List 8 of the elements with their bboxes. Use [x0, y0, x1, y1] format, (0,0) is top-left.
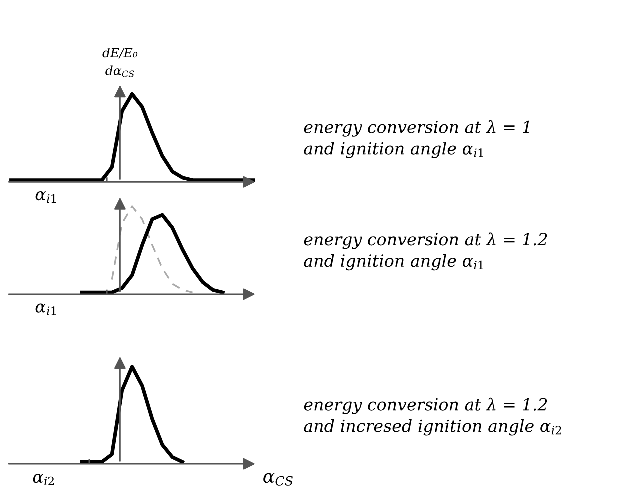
- text: α$_{i1}$: [36, 304, 56, 316]
- text: energy conversion at λ = 1.2 and ignition angle α$_{i1}$: [304, 232, 548, 271]
- text: energy conversion at λ = 1.2 and incresed ignition angle α$_{i2}$: [304, 398, 562, 436]
- text: α$_{i2}$: [33, 474, 54, 486]
- text: energy conversion at λ = 1 and ignition angle α$_{i1}$: [304, 120, 530, 158]
- x-axis-title: α$_{CS}$: [264, 473, 293, 486]
- text: α$_{i1}$: [36, 191, 56, 203]
- y-axis-title: dE/E₀ dα$_{CS}$: [102, 48, 138, 78]
